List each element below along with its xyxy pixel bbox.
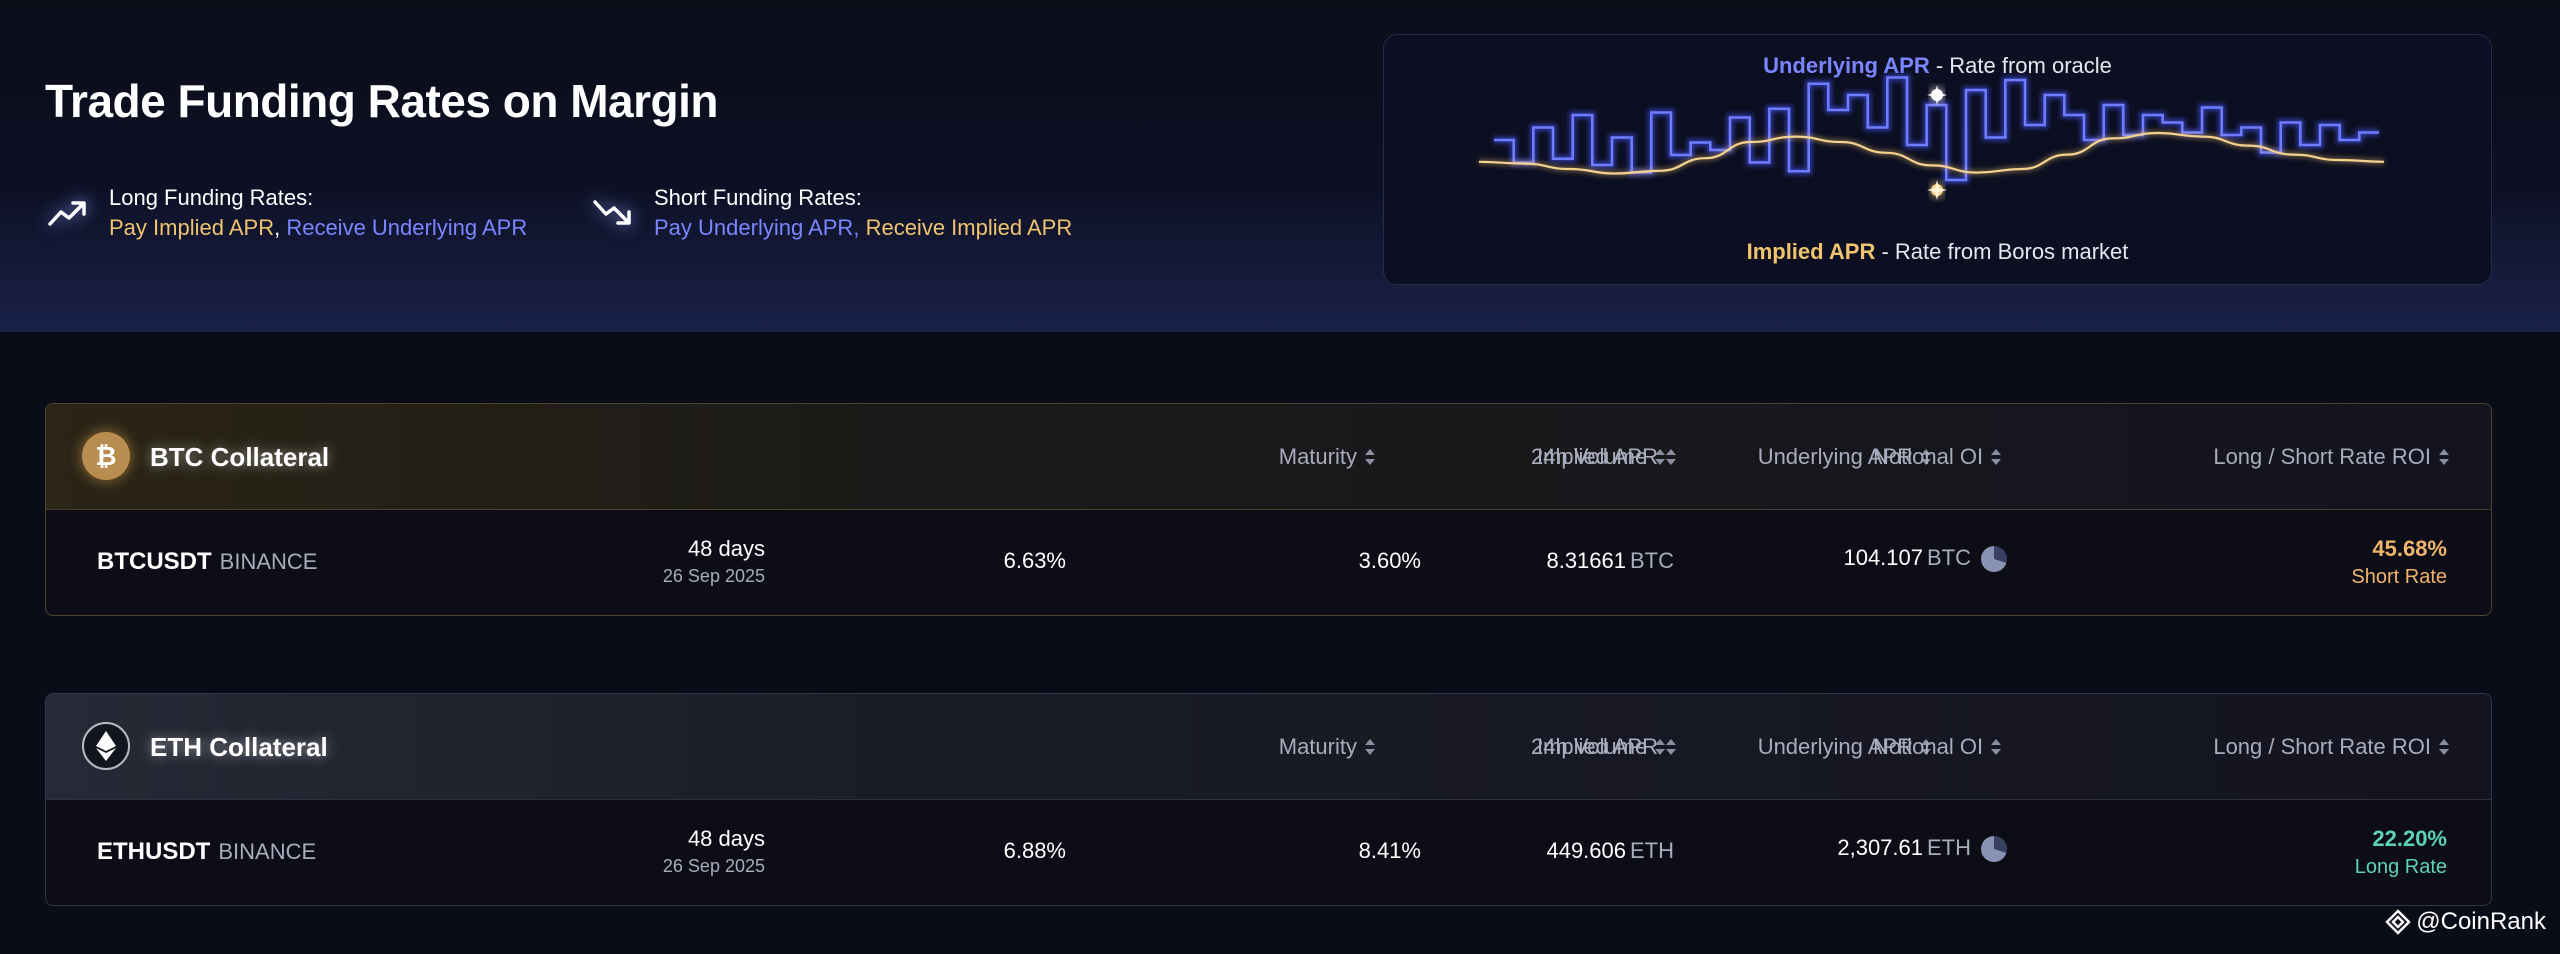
sort-oi-button[interactable]: Notional OI [1873,444,2002,470]
sort-roi-button[interactable]: Long / Short Rate ROI [2213,444,2449,470]
btc-card-header: ₿ BTC Collateral Maturity Implied APR Un… [46,404,2491,510]
implied-apr-cell: 6.88% [1003,838,1066,863]
eth-market-card: ETH Collateral Maturity Implied APR Unde… [45,693,2492,906]
long-sep: , [274,215,281,240]
sort-icon [2439,737,2449,757]
volume-cell: 8.31661 BTC [1546,548,1674,573]
sort-maturity-button[interactable]: Maturity [1279,734,1375,760]
volume-cell: 449.606 ETH [1546,838,1674,863]
exchange-label: BINANCE [219,549,318,574]
underlying-apr-cell: 3.60% [1358,548,1421,573]
short-funding-legend: Short Funding Rates: Pay Underlying APR,… [590,183,1072,243]
trending-down-icon [590,191,634,235]
sort-icon [2439,447,2449,467]
ethereum-icon [82,722,130,770]
sort-implied-apr-button[interactable]: Implied APR [1537,734,1676,760]
underlying-apr-cell: 8.41% [1358,838,1421,863]
page-title: Trade Funding Rates on Margin [45,75,718,127]
sort-icon [1655,447,1666,467]
short-sep: , [853,215,860,240]
coinrank-logo-icon [2385,909,2412,935]
hero-banner: Trade Funding Rates on Margin Long Fundi… [0,0,2560,332]
sort-maturity-button[interactable]: Maturity [1279,444,1375,470]
pie-chart-icon [1981,546,2007,573]
long-receive-text: Receive Underlying APR [286,215,528,240]
underlying-sparkle-icon [1927,85,1947,105]
sort-icon [1991,737,2002,757]
market-row-btcusdt[interactable]: BTCUSDT BINANCE 48 days 26 Sep 2025 6.63% … [46,510,2491,615]
maturity-cell: 48 days 26 Sep 2025 [662,826,765,876]
trending-up-icon [45,191,89,235]
apr-illustration-chart [1384,74,2491,235]
collateral-title: BTC Collateral [150,442,330,472]
svg-text:₿: ₿ [95,442,116,471]
exchange-label: BINANCE [218,839,317,864]
bitcoin-icon: ₿ [82,432,130,480]
long-funding-legend: Long Funding Rates: Pay Implied APR, Rec… [45,183,527,243]
sort-icon [1666,737,1676,757]
market-row-ethusdt[interactable]: ETHUSDT BINANCE 48 days 26 Sep 2025 6.88% … [46,800,2491,905]
sort-icon [1655,737,1666,757]
coinrank-watermark: @CoinRank [2384,908,2546,936]
sort-roi-button[interactable]: Long / Short Rate ROI [2213,734,2449,760]
apr-illustration-panel: Underlying APR - Rate from oracle Implie… [1383,34,2492,285]
short-funding-title: Short Funding Rates: [654,185,862,210]
maturity-cell: 48 days 26 Sep 2025 [662,536,765,586]
sort-underlying-apr-button[interactable]: Underlying APR [1758,734,1931,760]
sort-oi-button[interactable]: Notional OI [1873,734,2002,760]
short-receive-text: Receive Implied APR [865,215,1073,240]
underlying-apr-caption: Underlying APR - Rate from oracle [1763,53,2112,78]
sort-icon [1365,737,1375,757]
roi-cell: 22.20% Long Rate [2354,826,2447,878]
implied-sparkle-icon [1927,180,1947,200]
btc-market-card: ₿ BTC Collateral Maturity Implied APR Un… [45,403,2492,616]
eth-card-header: ETH Collateral Maturity Implied APR Unde… [46,694,2491,800]
long-pay-text: Pay Implied APR [109,215,275,240]
implied-apr-caption: Implied APR - Rate from Boros market [1746,239,2129,264]
oi-cell: 104.107 BTC [1843,545,2007,573]
sort-volume-button[interactable]: 24h Volume [1531,734,1666,760]
market-symbol: BTCUSDT BINANCE [97,548,318,575]
sort-icon [1666,447,1676,467]
collateral-title: ETH Collateral [150,732,328,762]
sort-icon [1921,447,1931,467]
sort-implied-apr-button[interactable]: Implied APR [1537,444,1676,470]
sort-icon [1365,447,1375,467]
sort-icon [1921,737,1931,757]
pie-chart-icon [1981,836,2007,863]
market-symbol: ETHUSDT BINANCE [97,838,317,865]
sort-icon [1991,447,2002,467]
sort-volume-button[interactable]: 24h Volume [1531,444,1666,470]
long-funding-title: Long Funding Rates: [109,185,314,210]
implied-apr-cell: 6.63% [1003,548,1066,573]
oi-cell: 2,307.61 ETH [1837,835,2007,863]
sort-underlying-apr-button[interactable]: Underlying APR [1758,444,1931,470]
short-pay-text: Pay Underlying APR [654,215,854,240]
roi-cell: 45.68% Short Rate [2351,536,2447,588]
